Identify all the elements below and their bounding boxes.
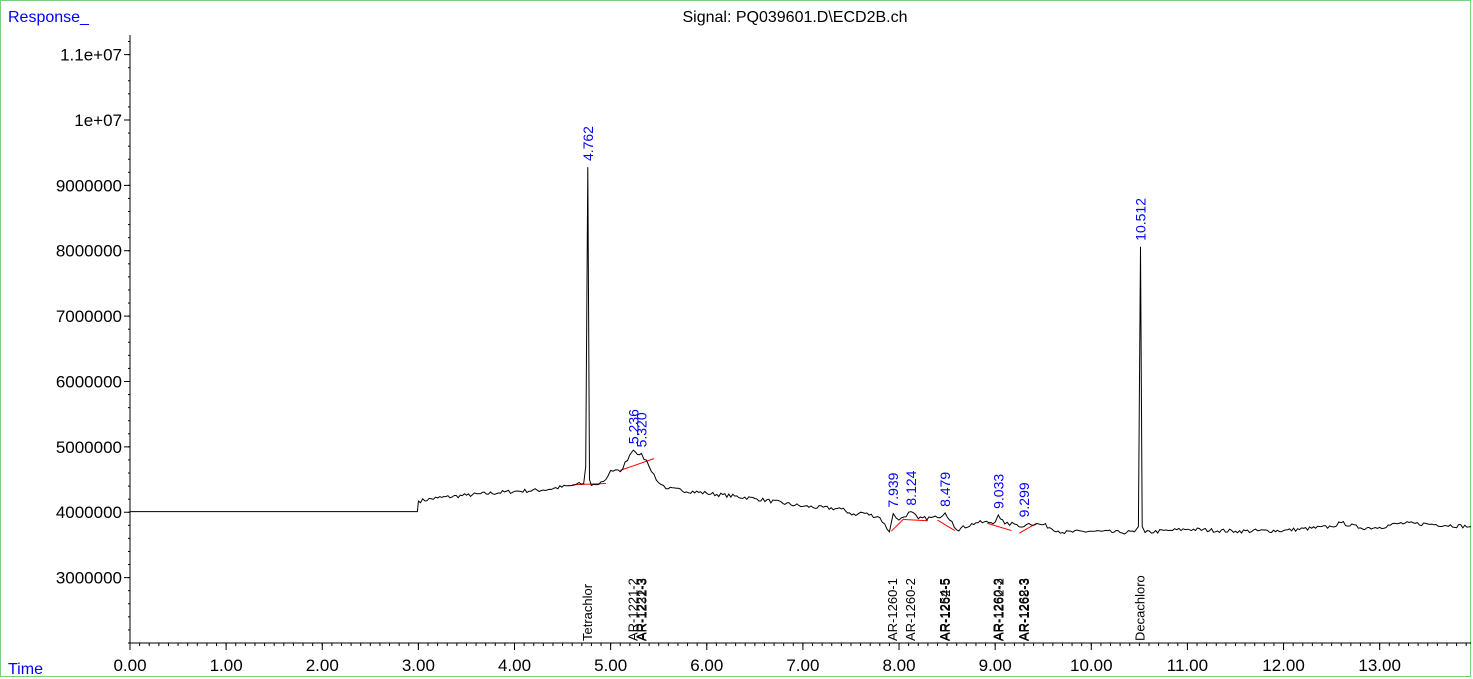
baseline-segment: [903, 518, 928, 522]
x-tick-label: 5.00: [594, 656, 627, 675]
baseline-segment: [890, 518, 905, 532]
compound-name-label: Decachloro: [1133, 575, 1148, 641]
baseline-segment: [620, 458, 655, 471]
baseline-segment: [937, 519, 956, 531]
x-tick-label: 9.00: [979, 656, 1012, 675]
x-tick-label: 12.00: [1262, 656, 1305, 675]
x-tick-label: 13.00: [1358, 656, 1401, 675]
peak-retention-label: 8.479: [937, 472, 953, 507]
compound-name-label: AR-1260-2: [903, 578, 918, 641]
y-tick-label: 1.1e+07: [60, 46, 122, 65]
compound-name-label: AR-1262-5: [938, 578, 953, 641]
x-tick-label: 1.00: [210, 656, 243, 675]
y-tick-label: 6000000: [56, 372, 122, 391]
x-tick-label: 4.00: [498, 656, 531, 675]
signal-trace: [130, 167, 1472, 535]
x-tick-label: 7.00: [786, 656, 819, 675]
baseline-segment: [987, 522, 1012, 532]
compound-name-label: AR-1232-3: [634, 578, 649, 641]
peak-retention-label: 7.939: [885, 472, 901, 507]
chart-title: Signal: PQ039601.D\ECD2B.ch: [682, 9, 907, 26]
compound-name-label: AR-1260-3: [990, 578, 1005, 641]
x-tick-label: 11.00: [1167, 656, 1208, 675]
x-tick-label: 3.00: [402, 656, 435, 675]
x-tick-label: 6.00: [690, 656, 723, 675]
peak-retention-label: 10.512: [1133, 198, 1149, 241]
compound-name-label: AR-1254-5: [937, 578, 952, 641]
compound-name-label: AR-1262-3: [1016, 578, 1031, 641]
compound-name-label: AR-1260-1: [885, 578, 900, 641]
y-axis-title: Response_: [8, 9, 90, 26]
baseline-segment: [572, 482, 606, 486]
peak-retention-label: 9.033: [990, 474, 1006, 509]
x-tick-label: 8.00: [882, 656, 915, 675]
y-tick-label: 3000000: [56, 569, 122, 588]
y-tick-label: 5000000: [56, 438, 122, 457]
compound-name-label: AR-1221-2: [625, 578, 640, 641]
x-tick-label: 2.00: [306, 656, 339, 675]
peak-retention-label: 8.124: [903, 470, 919, 505]
y-tick-label: 8000000: [56, 242, 122, 261]
y-tick-label: 9000000: [56, 176, 122, 195]
y-ticks: 3000000 4000000 5000000 6000000 7000000 80000…: [56, 41, 130, 644]
peak-retention-label: 5.320: [633, 412, 649, 447]
compound-labels: Tetrachlor AR-1221-2AR-1221-3AR-1232-3 AR-…: [580, 575, 1148, 641]
peak-retention-label: 4.762: [580, 126, 596, 161]
baselines: [572, 458, 1037, 534]
x-tick-label: 0.00: [113, 656, 146, 675]
compound-name-label: AR-1268-3: [1017, 578, 1032, 641]
peak-retention-label: 9.299: [1016, 482, 1032, 517]
y-tick-label: 4000000: [56, 503, 122, 522]
compound-name-label: AR-1262-2: [991, 578, 1006, 641]
y-tick-label: 1e+07: [74, 111, 122, 130]
x-ticks: 0.00 1.00 2.00 3.00 4.00 5.00 6.00 7.00 8.00 9.00…: [113, 643, 1467, 675]
x-tick-label: 10.00: [1070, 656, 1113, 675]
peak-retention-label: 5.236: [625, 409, 641, 444]
x-axis-title: Time: [8, 661, 43, 678]
compound-name-label: Tetrachlor: [580, 583, 595, 641]
compound-name-label: AR-1221-3: [633, 578, 648, 641]
y-tick-label: 7000000: [56, 307, 122, 326]
